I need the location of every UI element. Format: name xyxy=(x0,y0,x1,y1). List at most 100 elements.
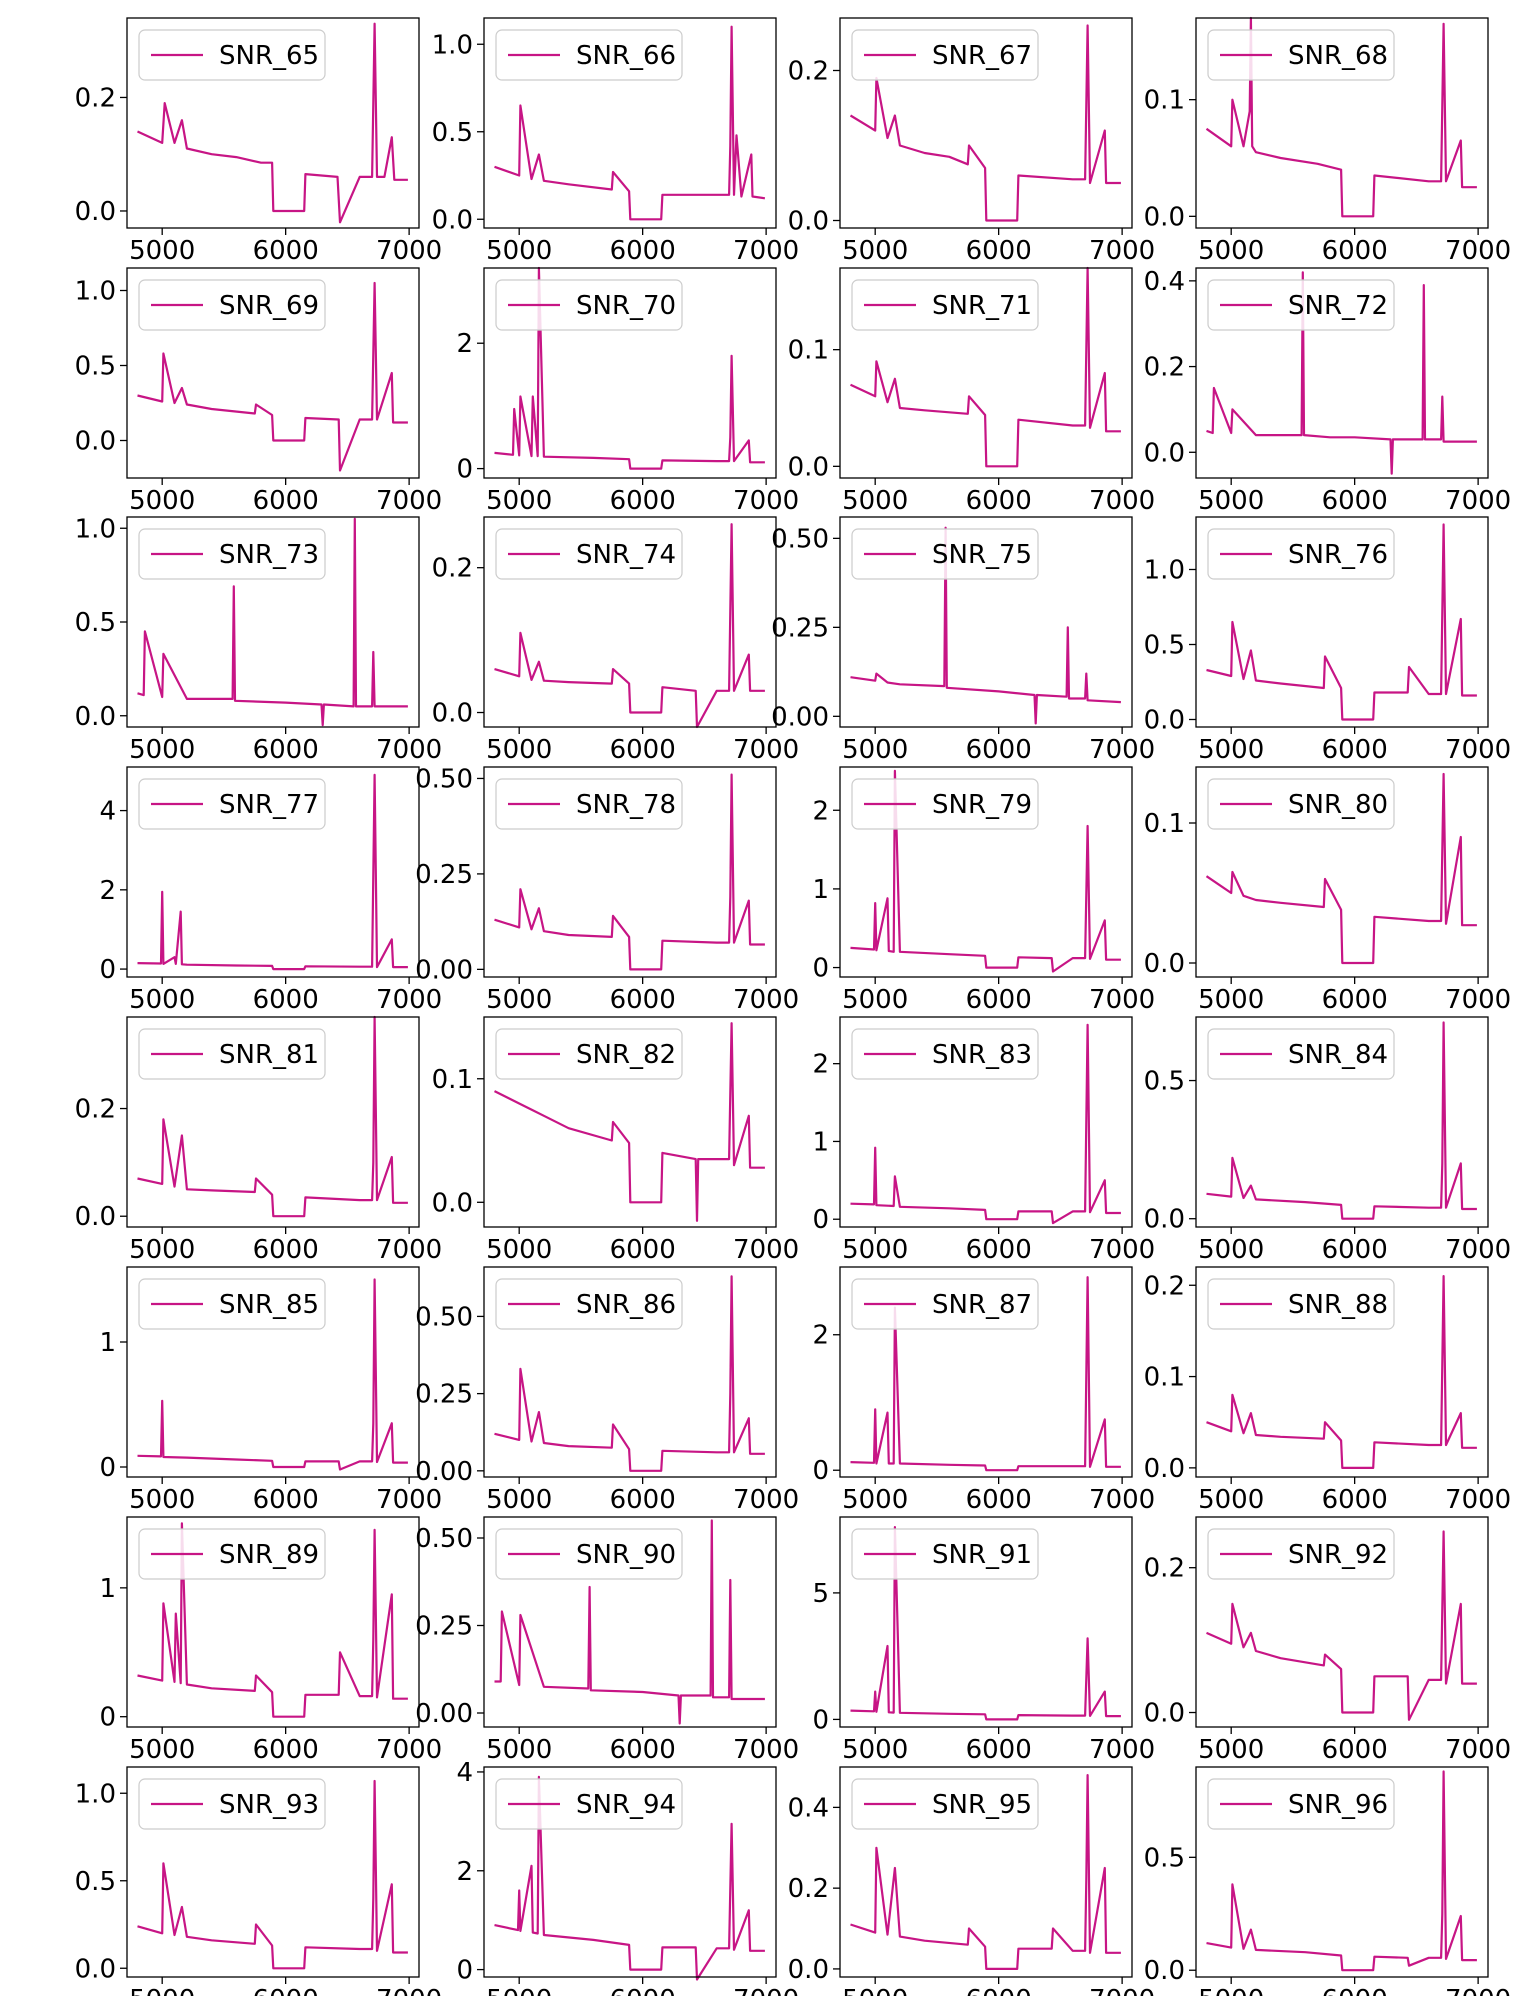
x-tick-label: 7000 xyxy=(733,1985,799,1996)
legend-label: SNR_86 xyxy=(576,1290,676,1320)
x-tick-label: 7000 xyxy=(376,985,442,1015)
legend-label: SNR_92 xyxy=(1288,1540,1388,1570)
x-tick-label: 5000 xyxy=(129,1985,195,1996)
axes-frame xyxy=(839,516,1133,728)
spectrum-line xyxy=(1205,772,1477,965)
axes-frame xyxy=(839,766,1133,978)
axes-frame xyxy=(839,17,1133,229)
x-tick-label: 6000 xyxy=(253,985,319,1015)
x-tick-label: 6000 xyxy=(966,236,1032,266)
y-tick-label: 0.5 xyxy=(75,352,116,382)
y-tick-label: 0.1 xyxy=(1144,1363,1185,1393)
legend: SNR_85 xyxy=(138,1278,326,1330)
legend: SNR_84 xyxy=(1207,1028,1395,1080)
y-tick-label: 0.0 xyxy=(788,1955,829,1985)
axes-frame xyxy=(1195,1016,1489,1228)
legend-label: SNR_65 xyxy=(219,41,319,71)
x-tick-label: 5000 xyxy=(842,1235,908,1265)
y-tick-label: 0.5 xyxy=(75,608,116,638)
y-tick-label: 4 xyxy=(456,1758,473,1788)
x-tick-label: 6000 xyxy=(610,486,676,516)
spectrum-line xyxy=(494,1275,765,1472)
x-tick-label: 7000 xyxy=(733,735,799,765)
x-tick-label: 5000 xyxy=(129,486,195,516)
subplot-snr-70: 5000 6000 7000 0 2 SNR_70 xyxy=(456,266,799,516)
subplot-snr-90: 5000 6000 7000 0.00 0.25 0.50 SNR_90 xyxy=(415,1516,799,1765)
x-tick-label: 6000 xyxy=(253,486,319,516)
x-tick-label: 7000 xyxy=(1445,985,1511,1015)
y-tick-label: 0.0 xyxy=(1144,1699,1185,1729)
x-tick-label: 5000 xyxy=(486,735,552,765)
subplot-snr-80: 5000 6000 7000 0.0 0.1 SNR_80 xyxy=(1144,766,1511,1015)
y-tick-label: 1.0 xyxy=(75,514,116,544)
y-tick-label: 0.1 xyxy=(432,1065,473,1095)
legend: SNR_68 xyxy=(1207,29,1395,81)
y-tick-label: 0.0 xyxy=(432,205,473,235)
y-tick-label: 0.5 xyxy=(75,1867,116,1897)
x-tick-label: 7000 xyxy=(1089,1735,1155,1765)
x-tick-label: 7000 xyxy=(733,1235,799,1265)
spectrum-line xyxy=(1206,523,1477,721)
x-tick-label: 5000 xyxy=(1198,1485,1264,1515)
subplot-snr-79: 5000 6000 7000 0 1 2 SNR_79 xyxy=(812,766,1155,1015)
legend-label: SNR_68 xyxy=(1288,41,1388,71)
x-tick-label: 6000 xyxy=(610,735,676,765)
x-tick-label: 6000 xyxy=(610,985,676,1015)
legend-box xyxy=(851,778,1039,830)
axes-frame xyxy=(1195,766,1489,978)
legend-box xyxy=(138,29,326,81)
x-tick-label: 5000 xyxy=(486,486,552,516)
legend-box xyxy=(138,778,326,830)
legend-label: SNR_75 xyxy=(932,540,1032,570)
subplot-snr-82: 5000 6000 7000 0.0 0.1 SNR_82 xyxy=(432,1016,799,1265)
axes-frame xyxy=(1195,1766,1489,1978)
spectrum-line xyxy=(849,24,1121,222)
y-tick-label: 0.50 xyxy=(415,1302,473,1332)
legend: SNR_80 xyxy=(1207,778,1395,830)
legend-box xyxy=(1207,1278,1395,1330)
legend-label: SNR_93 xyxy=(219,1790,319,1820)
y-tick-label: 0 xyxy=(812,954,829,984)
legend-box xyxy=(138,528,326,580)
y-tick-label: 2 xyxy=(456,329,473,359)
legend-box xyxy=(851,279,1039,331)
subplot-snr-84: 5000 6000 7000 0.0 0.5 SNR_84 xyxy=(1144,1016,1511,1265)
legend-label: SNR_80 xyxy=(1288,790,1388,820)
y-tick-label: 0.2 xyxy=(788,1874,829,1904)
x-tick-label: 6000 xyxy=(610,1735,676,1765)
x-tick-label: 7000 xyxy=(376,1735,442,1765)
legend-label: SNR_67 xyxy=(932,41,1032,71)
subplot-snr-75: 5000 6000 7000 0.00 0.25 0.50 SNR_75 xyxy=(771,516,1155,765)
x-tick-label: 6000 xyxy=(1322,985,1388,1015)
y-tick-label: 0.25 xyxy=(415,1380,473,1410)
x-tick-label: 6000 xyxy=(966,1235,1032,1265)
x-tick-label: 5000 xyxy=(1198,486,1264,516)
legend: SNR_75 xyxy=(851,528,1039,580)
legend: SNR_94 xyxy=(495,1778,683,1830)
subplot-snr-88: 5000 6000 7000 0.0 0.1 0.2 SNR_88 xyxy=(1144,1266,1511,1515)
x-tick-label: 7000 xyxy=(733,985,799,1015)
subplot-snr-73: 5000 6000 7000 0.0 0.5 1.0 SNR_73 xyxy=(75,514,443,765)
x-tick-label: 5000 xyxy=(1198,985,1264,1015)
legend-box xyxy=(495,1528,683,1580)
x-tick-label: 7000 xyxy=(1445,735,1511,765)
x-tick-label: 7000 xyxy=(1089,1985,1155,1996)
legend-label: SNR_71 xyxy=(932,291,1032,321)
y-tick-label: 0 xyxy=(812,1205,829,1235)
x-tick-label: 5000 xyxy=(129,735,195,765)
y-tick-label: 0.0 xyxy=(788,452,829,482)
y-tick-label: 2 xyxy=(812,796,829,826)
legend-box xyxy=(851,528,1039,580)
y-tick-label: 0.4 xyxy=(788,1793,829,1823)
y-tick-label: 0.50 xyxy=(415,764,473,794)
axes-frame xyxy=(483,1266,777,1478)
axes-frame xyxy=(839,267,1133,479)
spectrum-line xyxy=(1206,271,1477,475)
legend-box xyxy=(1207,778,1395,830)
y-tick-label: 0.1 xyxy=(1144,809,1185,839)
x-tick-label: 6000 xyxy=(253,1985,319,1996)
legend: SNR_77 xyxy=(138,778,326,830)
y-tick-label: 0.00 xyxy=(415,1457,473,1487)
axes-frame xyxy=(839,1766,1133,1978)
spectrum-line xyxy=(850,1276,1121,1472)
